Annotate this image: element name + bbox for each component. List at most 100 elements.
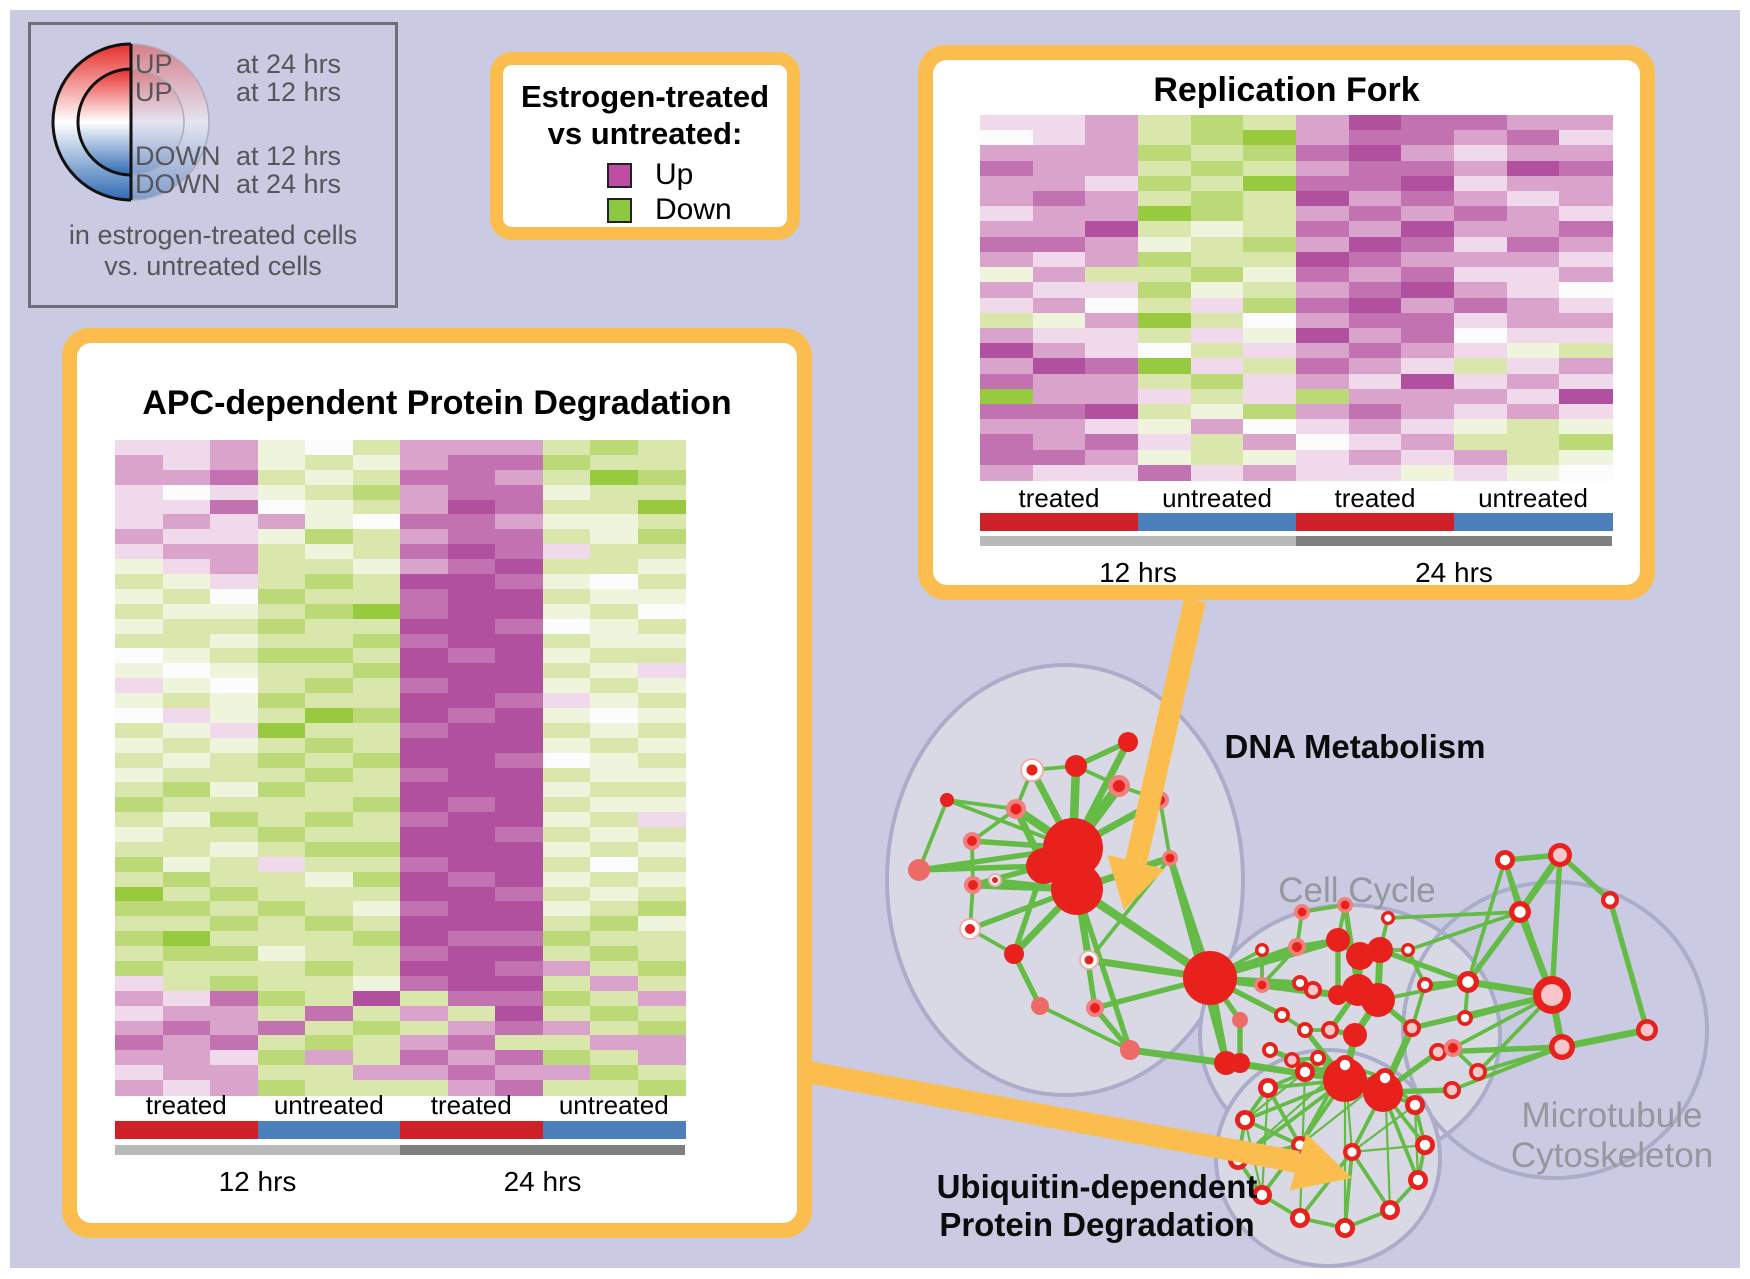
heatmap-cell bbox=[352, 678, 401, 694]
condition-label: untreated bbox=[273, 1090, 384, 1120]
heatmap-cell bbox=[637, 499, 686, 516]
heatmap-cell bbox=[1243, 388, 1297, 405]
heatmap-cell bbox=[1559, 145, 1613, 162]
heatmap-cell bbox=[590, 1035, 639, 1052]
heatmap-cell bbox=[542, 707, 591, 724]
heatmap-cell bbox=[1085, 358, 1139, 375]
heatmap-cell bbox=[980, 145, 1034, 162]
heatmap-cell bbox=[542, 693, 591, 709]
heatmap-cell bbox=[257, 961, 306, 977]
heatmap-cell bbox=[495, 454, 544, 471]
heatmap-cell bbox=[447, 440, 496, 456]
heatmap-cell bbox=[162, 990, 211, 1007]
heatmap-cell bbox=[1243, 267, 1297, 283]
network-label-ubiquitin-dependent: Ubiquitin-dependent bbox=[936, 1167, 1258, 1205]
heatmap-cell bbox=[1085, 403, 1139, 420]
heatmap-cell bbox=[1085, 297, 1139, 314]
heatmap-cell bbox=[162, 722, 211, 739]
heatmap-cell bbox=[1032, 343, 1087, 360]
heatmap-cell bbox=[1032, 160, 1087, 177]
heatmap-cell bbox=[590, 931, 639, 947]
heatmap-cell bbox=[1190, 464, 1245, 481]
heatmap-cell bbox=[447, 931, 496, 947]
heatmap-cell bbox=[542, 544, 591, 560]
heatmap-cell bbox=[210, 484, 259, 501]
heatmap-cell bbox=[305, 633, 354, 650]
condition-color-bar bbox=[1138, 513, 1297, 531]
heatmap-cell bbox=[257, 1050, 306, 1066]
down-color-swatch bbox=[607, 198, 632, 223]
heatmap-cell bbox=[352, 916, 401, 932]
heatmap-cell bbox=[210, 961, 259, 977]
heatmap-cell bbox=[210, 544, 259, 560]
heatmap-cell bbox=[590, 603, 639, 620]
heatmap-cell bbox=[637, 1035, 686, 1052]
heatmap-cell bbox=[1243, 130, 1297, 147]
heatmap-cell bbox=[1085, 327, 1139, 344]
heatmap-cell bbox=[115, 990, 164, 1007]
heatmap-cell bbox=[115, 782, 164, 798]
heatmap-cell bbox=[590, 767, 639, 784]
heatmap-cell bbox=[1138, 358, 1192, 375]
down-24-time: at 24 hrs bbox=[236, 169, 342, 199]
heatmap-cell bbox=[637, 752, 686, 769]
heatmap-cell bbox=[162, 559, 211, 575]
up-12-time: at 12 hrs bbox=[236, 77, 342, 107]
heatmap-cell bbox=[352, 797, 401, 813]
heatmap-cell bbox=[590, 633, 639, 650]
heatmap-cell bbox=[400, 1005, 449, 1022]
heatmap-cell bbox=[590, 588, 639, 605]
heatmap-cell bbox=[352, 812, 401, 828]
heatmap-cell bbox=[1401, 449, 1455, 466]
heatmap-cell bbox=[590, 1005, 639, 1022]
heatmap-cell bbox=[210, 1080, 259, 1096]
heatmap-cell bbox=[115, 737, 164, 754]
heatmap-cell bbox=[542, 752, 591, 769]
heatmap-cell bbox=[1085, 206, 1139, 223]
heatmap-cell bbox=[1085, 236, 1139, 253]
heatmap-cell bbox=[637, 871, 686, 888]
condition-color-bar bbox=[115, 1121, 258, 1139]
heatmap-cell bbox=[162, 484, 211, 501]
heatmap-cell bbox=[980, 160, 1034, 177]
condition-label: treated bbox=[145, 1090, 227, 1120]
heatmap-cell bbox=[1085, 130, 1139, 147]
heatmap-cell bbox=[1401, 343, 1455, 360]
heatmap-cell bbox=[352, 633, 401, 650]
heatmap-cell bbox=[400, 737, 449, 754]
heatmap-cell bbox=[257, 722, 306, 739]
up-24-label: UP bbox=[135, 49, 173, 79]
heatmap-cell bbox=[305, 588, 354, 605]
heatmap-cell bbox=[400, 484, 449, 501]
heatmap-cell bbox=[1243, 373, 1297, 390]
heatmap-cell bbox=[1296, 464, 1350, 481]
heatmap-cell bbox=[305, 737, 354, 754]
heatmap-cell bbox=[637, 469, 686, 486]
heatmap-cell bbox=[1454, 327, 1508, 344]
heatmap-cell bbox=[115, 648, 164, 664]
heatmap-cell bbox=[447, 990, 496, 1007]
heatmap-cell bbox=[1032, 145, 1087, 162]
heatmap-cell bbox=[590, 812, 639, 828]
heatmap-cell bbox=[352, 856, 401, 873]
updown-legend-title-line1: Estrogen-treated bbox=[520, 79, 770, 114]
heatmap-cell bbox=[542, 678, 591, 694]
heatmap-cell bbox=[1559, 327, 1613, 344]
timepoint-bar bbox=[1296, 536, 1612, 546]
heatmap-cell bbox=[210, 886, 259, 903]
heatmap-cell bbox=[1559, 403, 1613, 420]
heatmap-cell bbox=[162, 1005, 211, 1022]
heatmap-cell bbox=[257, 1035, 306, 1052]
heatmap-cell bbox=[495, 1020, 544, 1037]
heatmap-cell bbox=[495, 1005, 544, 1022]
heatmap-cell bbox=[1348, 312, 1403, 329]
heatmap-cell bbox=[637, 990, 686, 1007]
heatmap-cell bbox=[400, 886, 449, 903]
heatmap-cell bbox=[210, 871, 259, 888]
heatmap-cell bbox=[1559, 236, 1613, 253]
heatmap-cell bbox=[590, 544, 639, 560]
network-label-microtubule: Microtubule bbox=[1521, 1096, 1703, 1136]
heatmap-cell bbox=[542, 722, 591, 739]
heatmap-cell bbox=[542, 916, 591, 932]
heatmap-cell bbox=[352, 693, 401, 709]
